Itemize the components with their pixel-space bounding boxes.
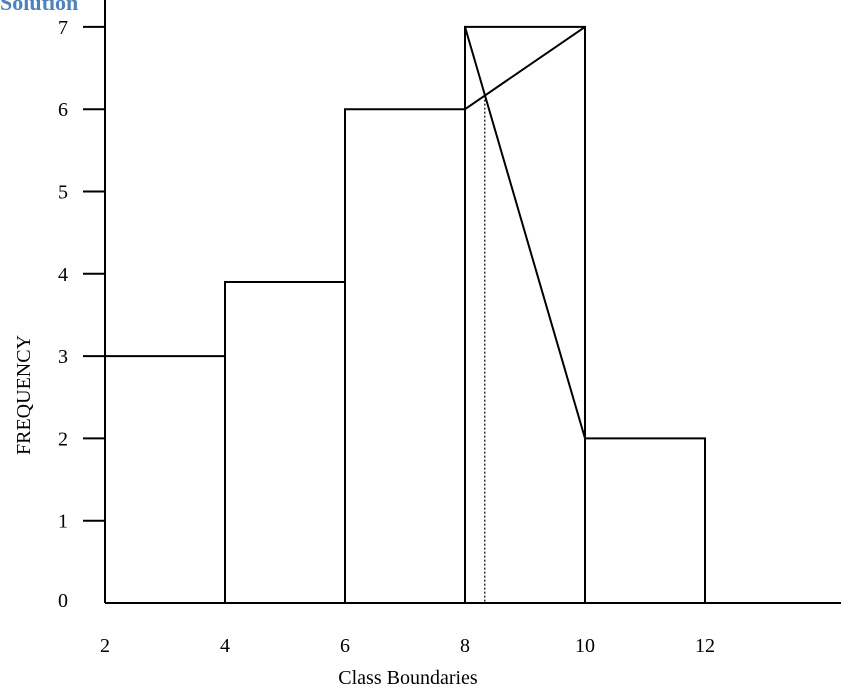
y-tick-label-2: 2 [58, 428, 68, 450]
x-tick-label-10: 10 [575, 635, 595, 657]
bars-layer [104, 25, 706, 603]
solution-heading: Solution [0, 0, 79, 15]
mode-construction-line-1 [464, 26, 586, 111]
histogram-bar-5 [584, 437, 706, 603]
y-tick-label-6: 6 [58, 99, 68, 121]
axes-layer [83, 0, 841, 604]
y-tick-label-7: 7 [58, 17, 68, 39]
mode-construction-line-2 [464, 26, 586, 439]
y-tick-label-1: 1 [58, 511, 68, 533]
histogram-bar-1 [104, 355, 226, 603]
x-tick-label-6: 6 [340, 635, 350, 657]
x-tick-label-8: 8 [460, 635, 470, 657]
x-axis-label: Class Boundaries [338, 667, 478, 689]
y-axis-label: FREQUENCY [13, 335, 35, 455]
y-tick-label-5: 5 [58, 182, 68, 204]
x-tick-label-12: 12 [695, 635, 715, 657]
x-tick-label-4: 4 [220, 635, 230, 657]
y-tick-label-0: 0 [58, 590, 68, 612]
y-tick-label-3: 3 [58, 346, 68, 368]
mode-construction-layer [464, 26, 586, 603]
x-tick-label-2: 2 [100, 635, 110, 657]
histogram-bar-3 [344, 108, 466, 603]
y-tick-label-4: 4 [58, 264, 68, 286]
histogram-bar-2 [224, 281, 346, 603]
histogram-bar-4 [464, 25, 586, 603]
